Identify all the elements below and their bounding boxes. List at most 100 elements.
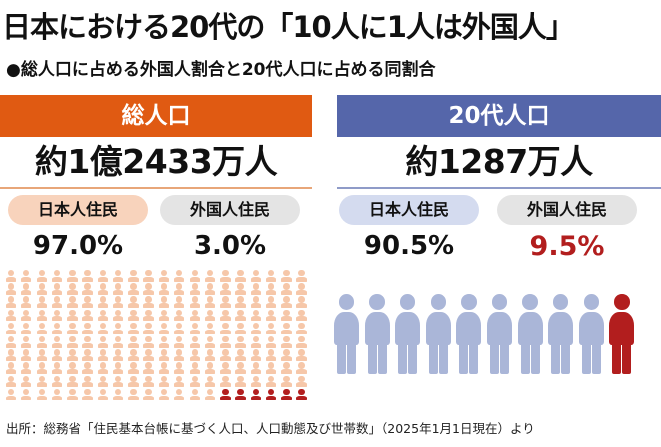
japanese-person-figure xyxy=(159,309,170,322)
foreign-residents-pct: 3.0% xyxy=(193,231,267,261)
japanese-person-figure xyxy=(67,349,78,361)
japanese-person-figure xyxy=(36,283,47,295)
japanese-person-figure xyxy=(67,270,78,282)
japanese-person-figure xyxy=(51,270,62,282)
japanese-person-figure xyxy=(159,349,170,361)
source-note: 出所：総務省「住民基本台帳に基づく人口、人口動態及び世帯数」（2025年1月1日… xyxy=(6,421,535,436)
japanese-person-figure xyxy=(97,375,109,388)
japanese-person-figure xyxy=(265,322,277,335)
japanese-person-figure xyxy=(143,362,154,374)
japanese-person-figure xyxy=(174,283,185,295)
japanese-person-figure xyxy=(265,362,277,374)
japanese-person-figure xyxy=(159,283,170,295)
japanese-person-figure xyxy=(174,362,185,374)
japanese-person-figure xyxy=(159,270,170,282)
japanese-person-figure xyxy=(143,336,154,348)
japanese-person-figure xyxy=(250,296,262,308)
total-population-count: 約1億2433万人 xyxy=(0,137,312,189)
japanese-person-figure xyxy=(174,388,185,401)
japanese-person-figure xyxy=(250,322,262,335)
japanese-person-figure xyxy=(97,322,109,335)
japanese-person-figure xyxy=(97,349,109,361)
japanese-person-figure xyxy=(112,375,124,388)
twenties-population-count: 約1287万人 xyxy=(337,137,661,189)
japanese-person-figure xyxy=(265,309,277,322)
japanese-person-figure xyxy=(36,309,47,322)
japanese-person-figure xyxy=(159,322,170,335)
foreign-person-figure xyxy=(281,388,292,401)
japanese-person-figure xyxy=(143,349,154,361)
page-title: 日本における20代の「10人に1人は外国人」 xyxy=(2,10,575,44)
japanese-person-figure xyxy=(281,296,292,308)
japanese-person-figure xyxy=(281,309,292,322)
japanese-person-figure xyxy=(189,296,200,308)
foreign-person-figure xyxy=(235,388,246,401)
japanese-person-figure xyxy=(265,283,277,295)
japanese-person-figure xyxy=(36,362,47,374)
japanese-person-figure xyxy=(67,296,78,308)
total-population-band: 総人口 xyxy=(0,95,312,137)
japanese-person-figure xyxy=(189,309,200,322)
japanese-person-figure xyxy=(174,375,185,388)
japanese-person-figure xyxy=(159,375,170,388)
japanese-person-figure xyxy=(82,375,93,388)
japanese-person-figure xyxy=(82,336,93,348)
japanese-person-figure xyxy=(204,309,215,322)
japanese-person-figure xyxy=(97,296,109,308)
total-population-figure-grid xyxy=(4,270,312,402)
foreign-residents-pill: 外国人住民 xyxy=(497,195,637,225)
japanese-person-figure xyxy=(143,309,154,322)
japanese-residents-pct: 90.5% xyxy=(363,231,455,261)
japanese-person-figure xyxy=(265,349,277,361)
japanese-person-figure xyxy=(112,309,124,322)
japanese-person-figure xyxy=(67,322,78,335)
japanese-person-figure xyxy=(6,322,17,335)
japanese-person-figure xyxy=(235,322,246,335)
japanese-person-figure xyxy=(21,362,32,374)
japanese-person-figure xyxy=(487,294,512,374)
foreign-person-figure xyxy=(609,294,635,374)
japanese-person-figure xyxy=(128,283,139,295)
japanese-person-figure xyxy=(265,336,277,348)
japanese-person-figure xyxy=(204,388,215,401)
foreign-residents-pct: 9.5% xyxy=(529,231,605,262)
japanese-residents-pill: 日本人住民 xyxy=(339,195,479,225)
foreign-person-figure xyxy=(296,388,307,401)
japanese-person-figure xyxy=(296,309,307,322)
japanese-person-figure xyxy=(128,375,139,388)
japanese-person-figure xyxy=(204,296,215,308)
foreign-person-figure xyxy=(265,388,277,401)
japanese-person-figure xyxy=(235,362,246,374)
japanese-person-figure xyxy=(6,388,17,401)
foreign-person-figure xyxy=(220,388,231,401)
japanese-person-figure xyxy=(235,270,246,282)
japanese-person-figure xyxy=(235,349,246,361)
japanese-person-figure xyxy=(128,362,139,374)
japanese-person-figure xyxy=(51,309,62,322)
twenties-population-figure-row xyxy=(334,294,644,378)
japanese-person-figure xyxy=(250,375,262,388)
japanese-person-figure xyxy=(204,362,215,374)
japanese-person-figure xyxy=(296,296,307,308)
japanese-residents-pill: 日本人住民 xyxy=(8,195,148,225)
japanese-person-figure xyxy=(189,349,200,361)
japanese-person-figure xyxy=(220,375,231,388)
japanese-person-figure xyxy=(250,309,262,322)
japanese-person-figure xyxy=(189,283,200,295)
japanese-person-figure xyxy=(6,296,17,308)
japanese-person-figure xyxy=(143,270,154,282)
japanese-person-figure xyxy=(21,349,32,361)
japanese-person-figure xyxy=(21,336,32,348)
japanese-person-figure xyxy=(82,362,93,374)
japanese-person-figure xyxy=(250,336,262,348)
japanese-person-figure xyxy=(159,336,170,348)
japanese-person-figure xyxy=(235,336,246,348)
japanese-person-figure xyxy=(112,362,124,374)
japanese-person-figure xyxy=(128,270,139,282)
japanese-person-figure xyxy=(128,388,139,401)
japanese-person-figure xyxy=(82,296,93,308)
japanese-person-figure xyxy=(51,349,62,361)
japanese-person-figure xyxy=(189,336,200,348)
japanese-person-figure xyxy=(220,362,231,374)
japanese-person-figure xyxy=(250,283,262,295)
